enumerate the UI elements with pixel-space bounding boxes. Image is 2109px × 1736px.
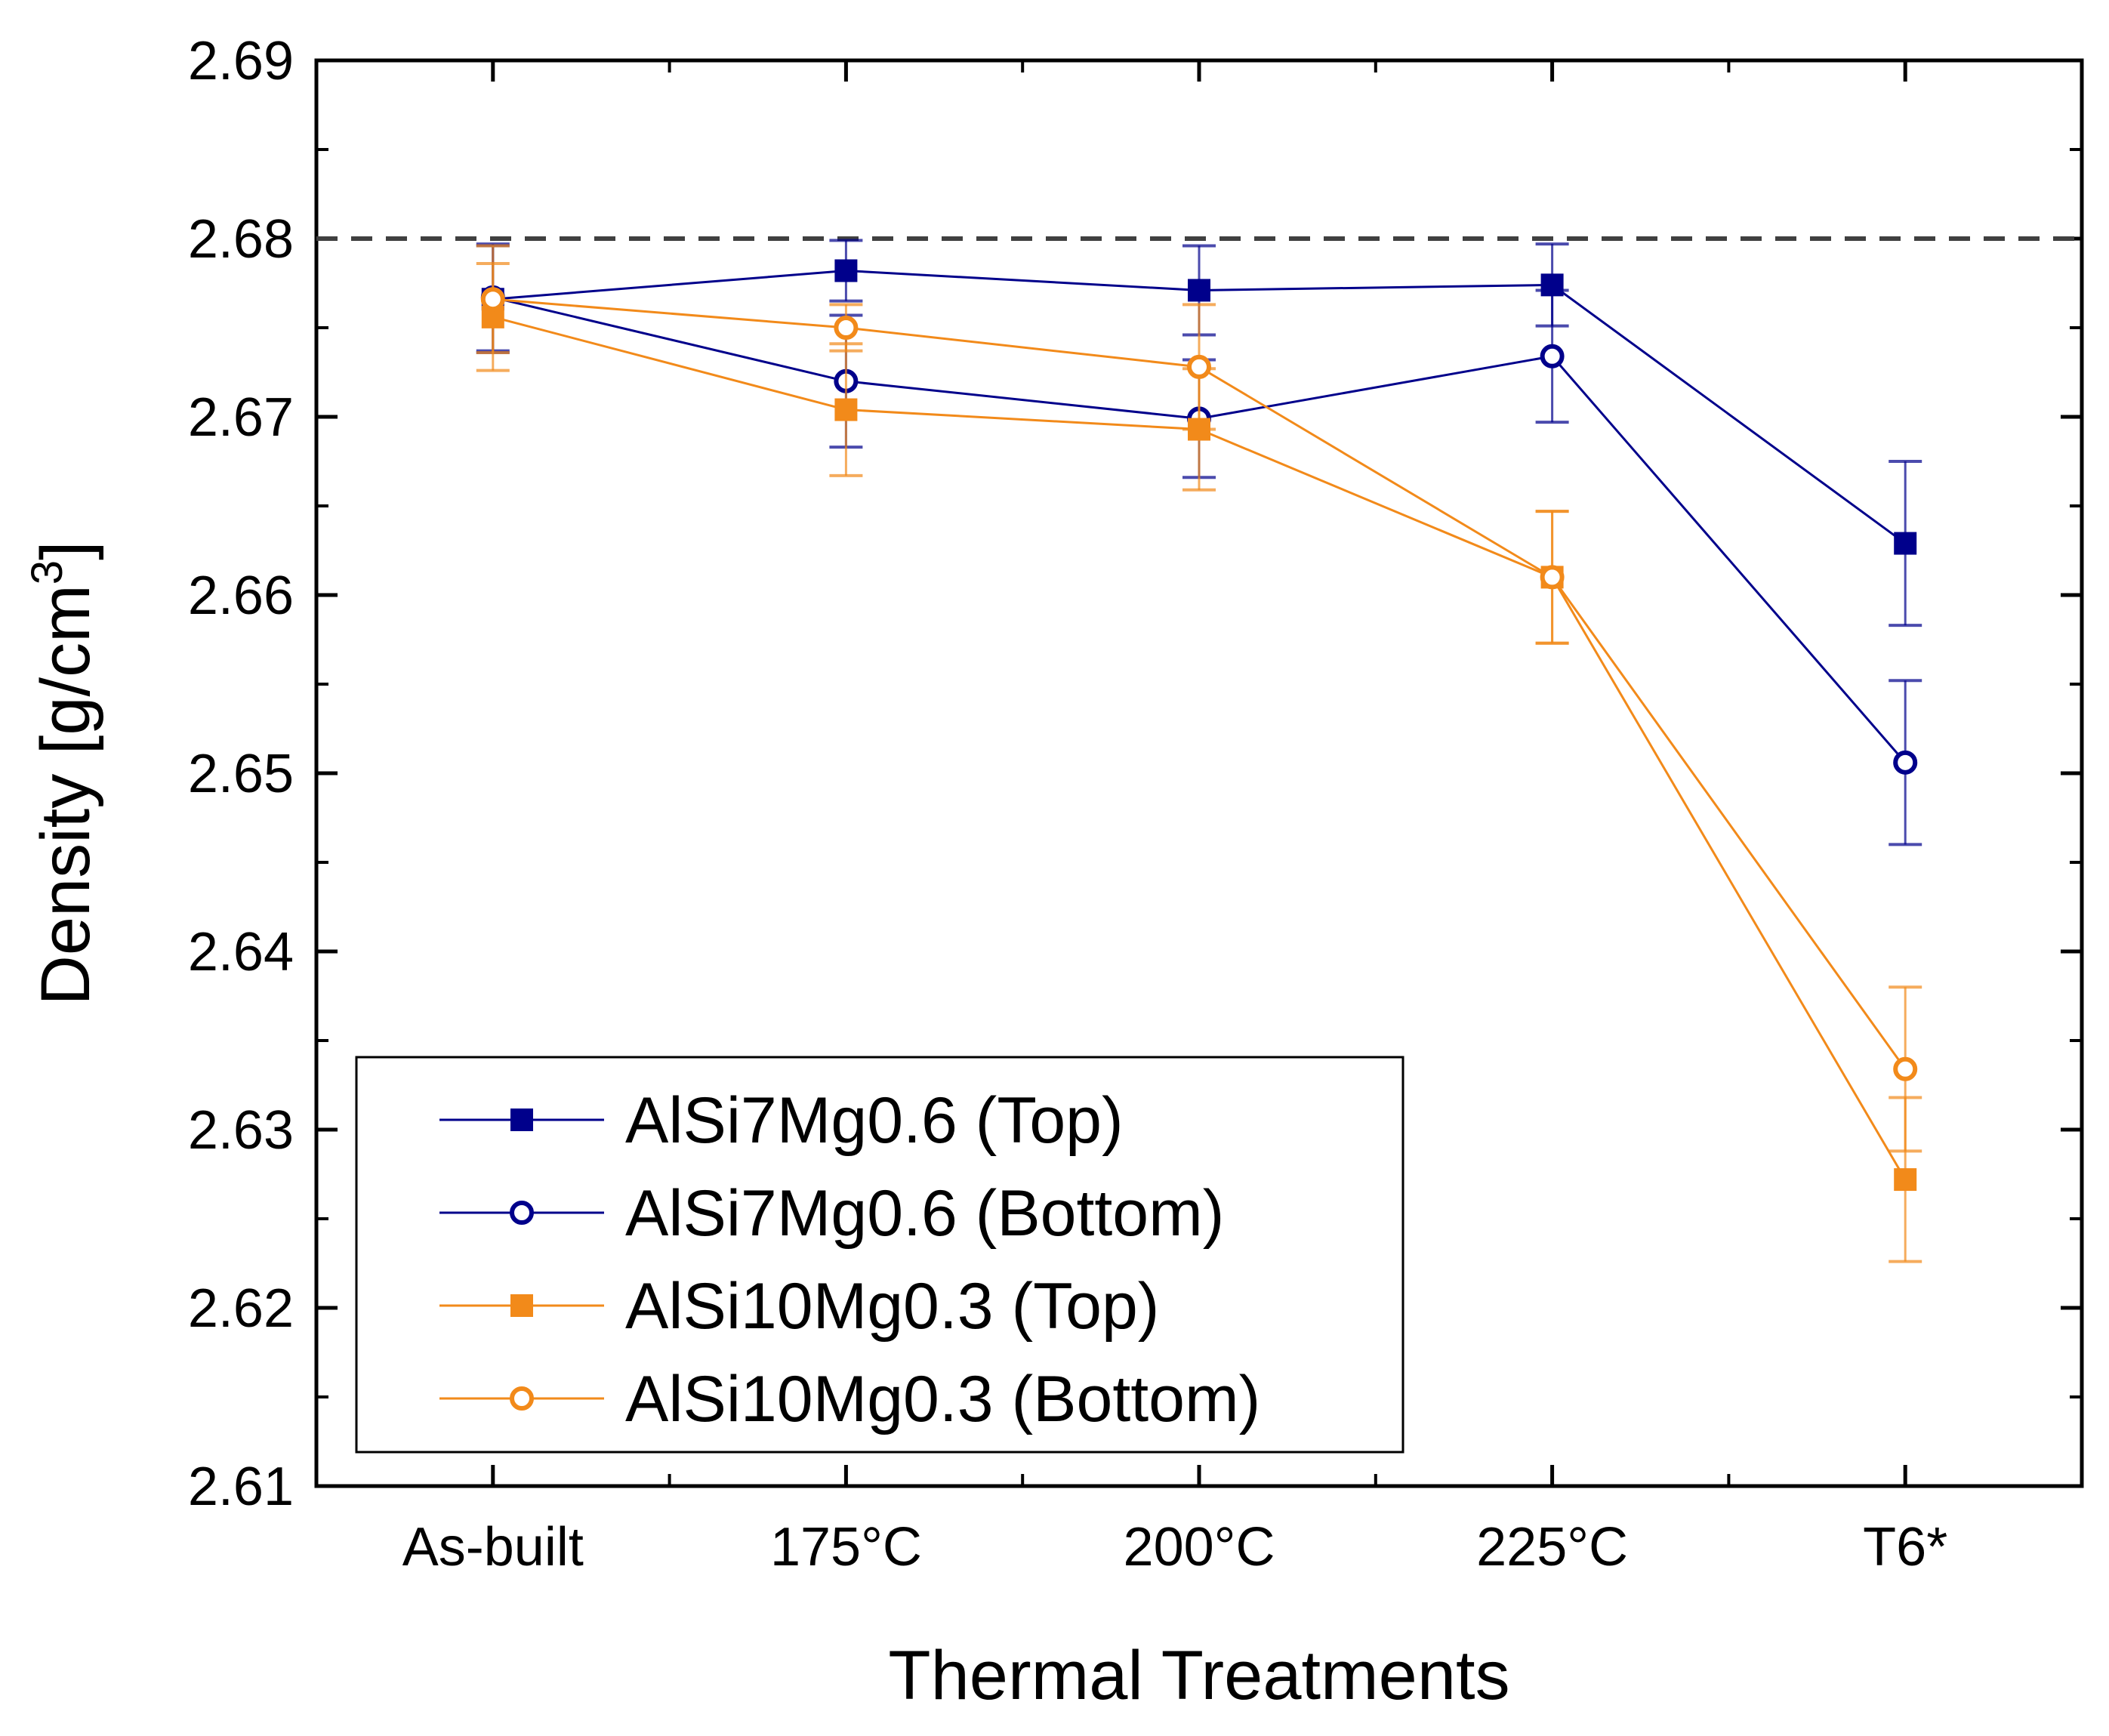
data-point bbox=[1893, 750, 1918, 775]
data-point bbox=[1187, 354, 1211, 379]
data-point bbox=[1540, 565, 1565, 590]
x-axis-title: Thermal Treatments bbox=[888, 1637, 1509, 1714]
legend-marker bbox=[510, 1109, 533, 1131]
x-tick-label: 175°C bbox=[770, 1517, 922, 1577]
y-axis-title-end: ] bbox=[27, 541, 104, 560]
legend-marker bbox=[510, 1201, 534, 1225]
legend-label: AlSi10Mg0.3 (Top) bbox=[625, 1270, 1159, 1343]
y-tick-label: 2.65 bbox=[188, 744, 294, 804]
data-point bbox=[480, 287, 505, 312]
series-3 bbox=[476, 244, 1922, 1153]
legend-label: AlSi7Mg0.6 (Bottom) bbox=[625, 1177, 1224, 1250]
series-group bbox=[476, 239, 1922, 1263]
data-point bbox=[1894, 532, 1917, 555]
axes: 2.61 2.62 2.63 2.64 2.65 2.66 2.67 2.68 2.69 As-b… bbox=[188, 31, 2084, 1577]
y-tick-label: 2.68 bbox=[188, 209, 294, 270]
legend-label: AlSi10Mg0.3 (Bottom) bbox=[625, 1363, 1260, 1435]
data-point bbox=[1894, 1168, 1917, 1192]
data-point bbox=[834, 259, 858, 282]
y-axis-title-main: Density [g/cm bbox=[27, 584, 104, 1005]
data-point bbox=[1540, 344, 1565, 368]
data-point bbox=[834, 316, 859, 340]
legend-marker bbox=[510, 1294, 533, 1317]
y-tick-label: 2.63 bbox=[188, 1100, 294, 1161]
x-tick-label: 200°C bbox=[1124, 1517, 1275, 1577]
data-point bbox=[834, 398, 858, 421]
y-tick-label: 2.69 bbox=[188, 31, 294, 91]
y-tick-label: 2.67 bbox=[188, 387, 294, 448]
legend-marker bbox=[510, 1386, 534, 1411]
y-tick-label: 2.62 bbox=[188, 1278, 294, 1339]
data-point bbox=[1188, 279, 1210, 302]
legend: AlSi7Mg0.6 (Top) AlSi7Mg0.6 (Bottom) AlSi1… bbox=[355, 1056, 1404, 1454]
y-axis-title: Density [g/cm3] bbox=[23, 541, 104, 1005]
x-tick-label: 225°C bbox=[1476, 1517, 1628, 1577]
y-axis-title-sup: 3 bbox=[23, 560, 72, 584]
y-tick-label: 2.64 bbox=[188, 922, 294, 982]
x-tick-label: T6* bbox=[1863, 1517, 1947, 1577]
y-tick-label: 2.66 bbox=[188, 566, 294, 626]
legend-label: AlSi7Mg0.6 (Top) bbox=[625, 1084, 1124, 1157]
x-tick-label: As-built bbox=[402, 1517, 584, 1577]
y-tick-label: 2.61 bbox=[188, 1457, 294, 1517]
data-point bbox=[1893, 1056, 1918, 1081]
